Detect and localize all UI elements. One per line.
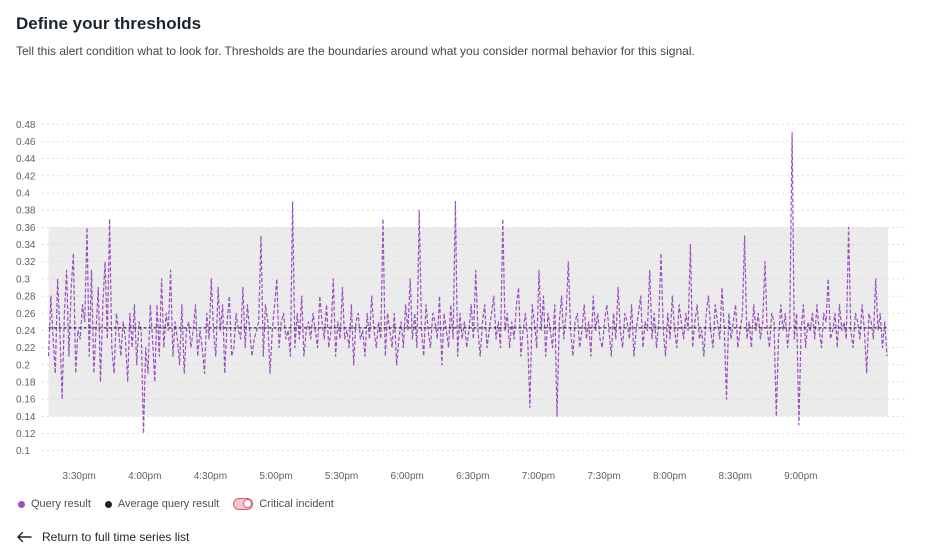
average-dot-icon [104, 500, 112, 508]
y-tick-label: 0.4 [16, 189, 30, 200]
y-tick-label: 0.28 [16, 292, 36, 303]
legend-item-query-result[interactable]: Query result [18, 498, 91, 510]
x-tick-label: 8:00pm [653, 471, 686, 482]
x-tick-label: 4:30pm [194, 471, 227, 482]
y-tick-label: 0.26 [16, 309, 36, 320]
y-tick-label: 0.22 [16, 343, 36, 354]
y-tick-label: 0.46 [16, 137, 36, 148]
y-tick-label: 0.24 [16, 326, 36, 337]
y-tick-label: 0.42 [16, 171, 36, 182]
y-tick-label: 0.16 [16, 395, 36, 406]
arrow-left-icon [17, 531, 32, 543]
x-tick-label: 4:00pm [128, 471, 161, 482]
y-tick-label: 0.36 [16, 223, 36, 234]
y-tick-label: 0.48 [16, 120, 36, 131]
critical-incident-toggle-icon[interactable] [233, 498, 254, 510]
threshold-band [48, 227, 888, 417]
legend-item-average-query-result[interactable]: Average query result [104, 498, 220, 510]
return-to-list-link[interactable]: Return to full time series list [16, 530, 189, 544]
legend-label-query-result: Query result [31, 498, 91, 510]
y-tick-label: 0.3 [16, 274, 30, 285]
legend-label-critical: Critical incident [259, 498, 334, 510]
threshold-chart: 0.1 0.12 0.14 0.16 0.18 0.2 0.22 0.24 0.26 0.28 0.… [16, 120, 908, 482]
y-tick-label: 0.1 [16, 446, 30, 457]
x-tick-label: 9:00pm [784, 471, 817, 482]
y-tick-label: 0.38 [16, 206, 36, 217]
y-tick-label: 0.44 [16, 154, 36, 165]
y-tick-label: 0.34 [16, 240, 36, 251]
chart-legend: Query result Average query result Critic… [18, 498, 334, 510]
y-tick-label: 0.14 [16, 412, 36, 423]
x-tick-label: 5:00pm [259, 471, 292, 482]
page-title: Define your thresholds [16, 14, 202, 33]
x-tick-label: 8:30pm [719, 471, 752, 482]
x-tick-label: 6:30pm [456, 471, 489, 482]
query-result-dot-icon [18, 500, 25, 508]
x-tick-label: 7:30pm [587, 471, 620, 482]
return-link-label: Return to full time series list [42, 530, 190, 544]
query-result-series [48, 132, 888, 435]
x-tick-label: 7:00pm [522, 471, 555, 482]
y-tick-label: 0.2 [16, 360, 30, 371]
y-tick-label: 0.18 [16, 377, 36, 388]
x-tick-label: 3:30pm [62, 471, 95, 482]
page-subtitle: Tell this alert condition what to look f… [16, 44, 695, 58]
legend-item-critical-incident[interactable]: Critical incident [233, 498, 334, 510]
x-tick-label: 6:00pm [391, 471, 424, 482]
x-tick-label: 5:30pm [325, 471, 358, 482]
y-tick-label: 0.12 [16, 429, 36, 440]
legend-label-average: Average query result [117, 498, 220, 510]
y-tick-label: 0.32 [16, 257, 36, 268]
